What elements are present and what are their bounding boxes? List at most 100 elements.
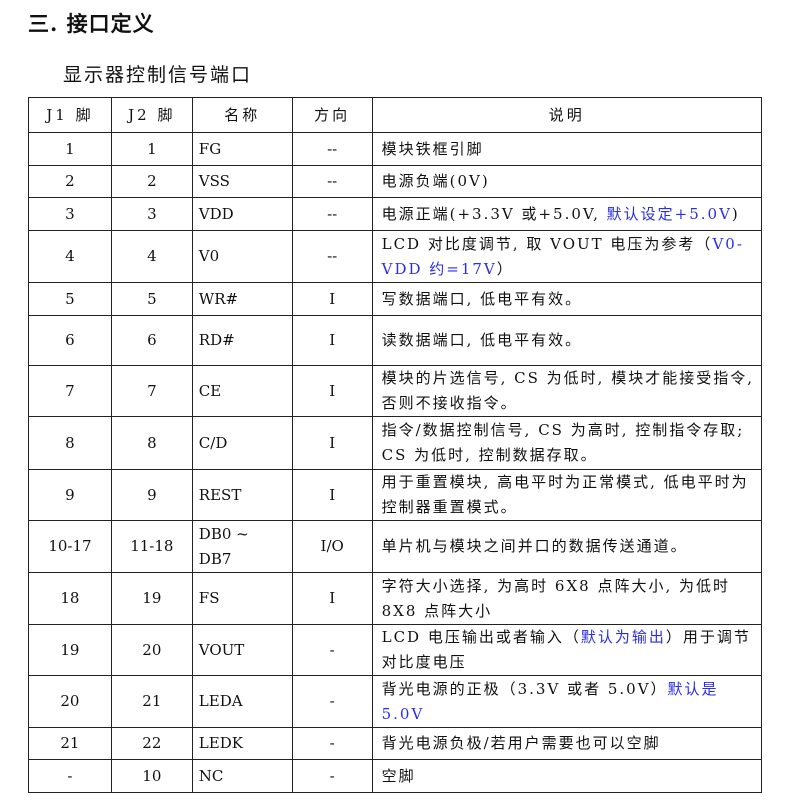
description-text: 背光电源的正极（3.3V 或者 5.0V） (381, 679, 668, 698)
name-cell: RD# (191, 315, 293, 366)
description-text: 单片机与模块之间并口的数据传送通道。 (381, 537, 688, 555)
j2-cell: 3 (110, 197, 193, 231)
name-cell: LEDK (191, 727, 293, 760)
direction-cell: I (291, 282, 373, 316)
description-cell: 字符大小选择, 为高时 6X8 点阵大小, 为低时 8X8 点阵大小 (371, 572, 763, 625)
name-cell: VDD (191, 197, 293, 231)
j2-cell: 21 (110, 675, 193, 728)
name-cell: FG (191, 132, 293, 166)
j1-cell: 2 (28, 165, 112, 198)
j2-cell: 7 (110, 365, 193, 417)
j2-cell: 11-18 (110, 520, 193, 573)
description-text: 字符大小选择, 为高时 6X8 点阵大小, 为低时 8X8 点阵大小 (381, 576, 730, 620)
name-cell: V0 (191, 230, 293, 283)
description-text: 背光电源负极/若用户需要也可以空脚 (381, 734, 661, 752)
description-text: ）用于调节对比度电压 (381, 628, 751, 671)
description-highlight: 默认设定+5.0V (606, 204, 732, 223)
name-cell: CE (191, 365, 293, 417)
description-text: 用于重置模块, 高电平时为正常模式, 低电平时为控制器重置模式。 (381, 473, 749, 516)
j1-cell: 1 (28, 132, 112, 166)
j1-cell: 21 (28, 727, 112, 760)
table-row: 7 7 CE I 模块的片选信号, CS 为低时, 模块才能接受指令, 否则不接收指令。 (28, 365, 763, 417)
name-cell: FS (191, 572, 293, 625)
j1-cell: 3 (28, 197, 112, 231)
name-cell: LEDA (191, 675, 293, 728)
j1-cell: 8 (28, 416, 112, 470)
table-row: 10-17 11-18 DB0 ~ DB7 I/O 单片机与模块之间并口的数据传送通道。 (28, 520, 763, 573)
j2-cell: 8 (110, 416, 193, 470)
table-row: 6 6 RD# I 读数据端口, 低电平有效。 (28, 315, 763, 366)
direction-cell: -- (291, 132, 373, 166)
description-cell: 读数据端口, 低电平有效。 (371, 315, 763, 366)
name-cell: REST (191, 469, 293, 521)
j2-cell: 1 (110, 132, 193, 166)
table-row: 9 9 REST I 用于重置模块, 高电平时为正常模式, 低电平时为控制器重置模式。 (28, 469, 763, 521)
header-direction: 方向 (291, 97, 373, 133)
table-row: 21 22 LEDK - 背光电源负极/若用户需要也可以空脚 (28, 727, 763, 760)
name-cell: VSS (191, 165, 293, 198)
direction-cell: I (291, 572, 373, 625)
direction-cell: I/O (291, 520, 373, 573)
description-text: 电源正端(+3.3V 或+5.0V, (381, 204, 607, 223)
j2-cell: 20 (110, 624, 193, 676)
name-cell: VOUT (191, 624, 293, 676)
table-row: 4 4 V0 -- LCD 对比度调节, 取 VOUT 电压为参考（V0-VDD 约=1… (28, 230, 763, 283)
description-cell: 背光电源的正极（3.3V 或者 5.0V）默认是 5.0V (371, 675, 763, 728)
description-cell: 写数据端口, 低电平有效。 (371, 282, 763, 316)
header-description: 说明 (371, 97, 763, 133)
direction-cell: -- (291, 165, 373, 198)
description-cell: LCD 对比度调节, 取 VOUT 电压为参考（V0-VDD 约=17V） (371, 230, 763, 283)
description-cell: 电源正端(+3.3V 或+5.0V, 默认设定+5.0V) (371, 197, 763, 231)
description-cell: 电源负端(0V) (371, 165, 763, 198)
name-cell: NC (191, 759, 293, 793)
section-title: 三. 接口定义 (28, 11, 155, 36)
table-row: 1 1 FG -- 模块铁框引脚 (28, 132, 763, 166)
direction-cell: - (291, 727, 373, 760)
j1-cell: 18 (28, 572, 112, 625)
header-j1: J1 脚 (28, 97, 112, 133)
j1-cell: 9 (28, 469, 112, 521)
description-text: LCD 电压输出或者输入（ (381, 628, 581, 646)
j1-cell: 10-17 (28, 520, 112, 573)
j1-cell: 5 (28, 282, 112, 316)
j1-cell: 4 (28, 230, 112, 283)
direction-cell: I (291, 416, 373, 470)
j2-cell: 19 (110, 572, 193, 625)
description-cell: 用于重置模块, 高电平时为正常模式, 低电平时为控制器重置模式。 (371, 469, 763, 521)
j1-cell: - (28, 759, 112, 793)
table-row: 18 19 FS I 字符大小选择, 为高时 6X8 点阵大小, 为低时 8X8 点阵大… (28, 572, 763, 625)
name-cell: WR# (191, 282, 293, 316)
direction-cell: - (291, 759, 373, 793)
header-j2: J2 脚 (110, 97, 193, 133)
description-text: 模块铁框引脚 (381, 139, 484, 158)
description-highlight: 默认为输出 (580, 628, 666, 646)
table-row: 8 8 C/D I 指令/数据控制信号, CS 为高时, 控制指令存取; CS 为低时,… (28, 416, 763, 470)
j2-cell: 10 (110, 759, 193, 793)
description-text: 模块的片选信号, CS 为低时, 模块才能接受指令, 否则不接收指令。 (381, 369, 754, 412)
description-text: 写数据端口, 低电平有效。 (381, 289, 583, 308)
description-text: LCD 对比度调节, 取 VOUT 电压为参考（ (381, 234, 713, 253)
table-row: 20 21 LEDA - 背光电源的正极（3.3V 或者 5.0V）默认是 5.0V (28, 675, 763, 728)
description-highlight: 默认是 5.0V (381, 679, 719, 723)
description-cell: 单片机与模块之间并口的数据传送通道。 (371, 520, 763, 573)
j2-cell: 9 (110, 469, 193, 521)
j1-cell: 20 (28, 675, 112, 728)
j1-cell: 19 (28, 624, 112, 676)
description-cell: 指令/数据控制信号, CS 为高时, 控制指令存取; CS 为低时, 控制数据存… (371, 416, 763, 470)
table-header-row: J1 脚 J2 脚 名称 方向 说明 (28, 97, 763, 133)
description-cell: 背光电源负极/若用户需要也可以空脚 (371, 727, 763, 760)
j2-cell: 6 (110, 315, 193, 366)
subtitle: 显示器控制信号端口 (63, 64, 253, 86)
description-cell: 模块铁框引脚 (371, 132, 763, 166)
description-highlight: V0-VDD 约=17V (381, 234, 744, 278)
table-row: 5 5 WR# I 写数据端口, 低电平有效。 (28, 282, 763, 316)
description-text: 指令/数据控制信号, CS 为高时, 控制指令存取; CS 为低时, 控制数据存… (381, 421, 745, 464)
direction-cell: -- (291, 197, 373, 231)
description-text: 读数据端口, 低电平有效。 (381, 331, 583, 349)
pin-definition-table: J1 脚 J2 脚 名称 方向 说明 1 1 FG -- 模块铁框引脚 2 2 VSS -- 电源… (28, 97, 763, 793)
j1-cell: 7 (28, 365, 112, 417)
table-row: 2 2 VSS -- 电源负端(0V) (28, 165, 763, 198)
description-text: 空脚 (381, 766, 416, 785)
name-cell: DB0 ~ DB7 (191, 520, 293, 573)
j2-cell: 4 (110, 230, 193, 283)
